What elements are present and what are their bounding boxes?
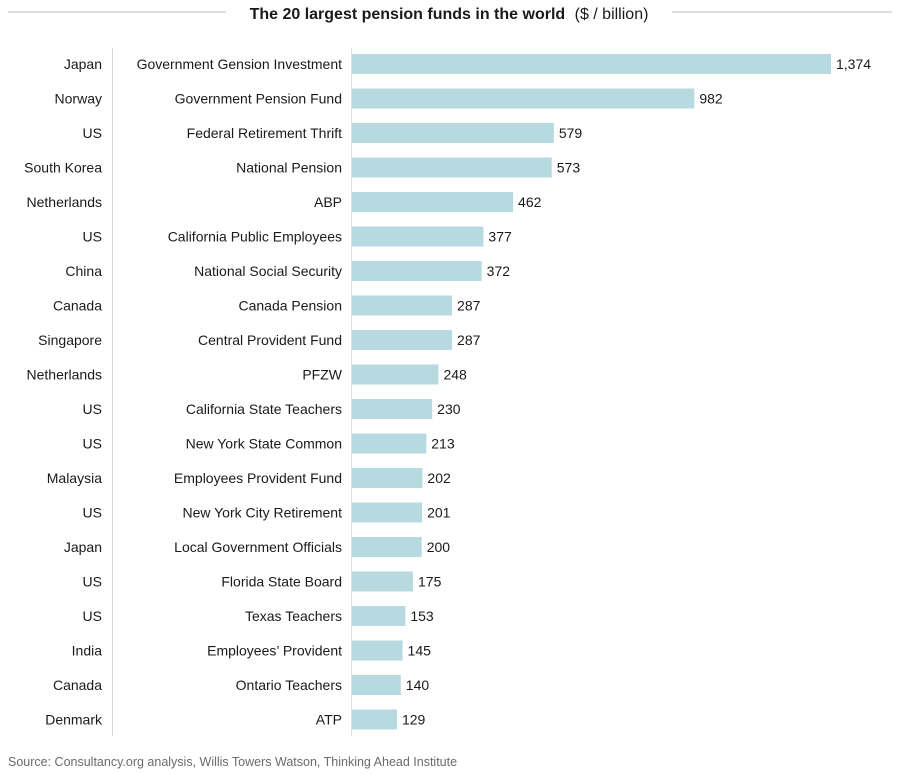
value-label: 140 [406, 677, 430, 693]
bar [352, 675, 401, 695]
country-label: Canada [53, 298, 102, 314]
country-label: India [72, 643, 103, 659]
fund-label: New York State Common [186, 436, 342, 452]
fund-label: Employees’ Provident [207, 643, 342, 659]
country-label: US [83, 229, 102, 245]
country-label: Malaysia [47, 470, 102, 486]
source-note: Source: Consultancy.org analysis, Willis… [8, 755, 457, 769]
fund-label: Federal Retirement Thrift [187, 125, 342, 141]
fund-label: Local Government Officials [174, 539, 342, 555]
bar [352, 330, 453, 350]
value-label: 175 [418, 574, 442, 590]
fund-label: New York City Retirement [182, 505, 342, 521]
value-label: 579 [559, 125, 583, 141]
value-label: 248 [443, 367, 467, 383]
value-label: 982 [699, 91, 723, 107]
value-label: 213 [431, 436, 455, 452]
fund-label: Texas Teachers [245, 608, 342, 624]
fund-label: National Pension [236, 160, 342, 176]
chart-title-unit: ($ / billion) [575, 6, 649, 23]
value-label: 372 [487, 263, 511, 279]
bar [352, 433, 427, 454]
bar [352, 364, 439, 385]
country-label: South Korea [24, 160, 102, 176]
bar [352, 502, 423, 523]
bar [352, 157, 552, 178]
country-label: Netherlands [27, 367, 103, 383]
bar [352, 399, 433, 419]
value-label: 129 [402, 712, 426, 728]
fund-label: Employees Provident Fund [174, 470, 342, 486]
bar [352, 537, 422, 557]
value-label: 573 [557, 160, 581, 176]
country-label: China [65, 263, 102, 279]
country-label: Japan [64, 539, 102, 555]
value-label: 145 [408, 643, 432, 659]
fund-label: Government Gension Investment [137, 56, 343, 72]
value-label: 202 [427, 470, 451, 486]
country-label: Norway [55, 91, 102, 107]
fund-label: ATP [316, 712, 342, 728]
country-label: Denmark [45, 712, 103, 728]
bar [352, 226, 484, 247]
bar [352, 295, 453, 316]
fund-label: California State Teachers [186, 401, 342, 417]
bar [352, 88, 695, 109]
country-label: US [83, 401, 102, 417]
value-label: 287 [457, 332, 481, 348]
country-label: US [83, 608, 102, 624]
country-label: Japan [64, 56, 102, 72]
bar [352, 468, 423, 488]
value-label: 287 [457, 298, 481, 314]
bar [352, 123, 554, 143]
bar [352, 571, 414, 592]
bar-rows: Japan Government Gension Investment 1,374 N… [24, 54, 871, 730]
fund-label: PFZW [302, 367, 342, 383]
chart-title: The 20 largest pension funds in the worl… [250, 6, 649, 23]
country-label: Canada [53, 677, 102, 693]
value-label: 377 [488, 229, 512, 245]
bar [352, 640, 403, 661]
bar [352, 606, 406, 626]
value-label: 230 [437, 401, 461, 417]
value-label: 200 [427, 539, 451, 555]
value-label: 1,374 [836, 56, 871, 72]
country-label: US [83, 574, 102, 590]
bar [352, 54, 831, 74]
value-label: 153 [410, 608, 434, 624]
bar [352, 192, 514, 212]
bar [352, 709, 397, 730]
chart-title-main: The 20 largest pension funds in the worl… [250, 6, 566, 23]
value-label: 201 [427, 505, 451, 521]
country-label: Singapore [38, 332, 102, 348]
country-label: US [83, 436, 102, 452]
country-label: Netherlands [27, 194, 103, 210]
fund-label: California Public Employees [168, 229, 342, 245]
fund-label: Florida State Board [221, 574, 342, 590]
country-label: US [83, 505, 102, 521]
fund-label: ABP [314, 194, 342, 210]
fund-label: Central Provident Fund [198, 332, 342, 348]
value-label: 462 [518, 194, 542, 210]
fund-label: Government Pension Fund [175, 91, 342, 107]
fund-label: National Social Security [194, 263, 342, 279]
fund-label: Ontario Teachers [236, 677, 342, 693]
bar [352, 261, 482, 281]
fund-label: Canada Pension [238, 298, 342, 314]
country-label: US [83, 125, 102, 141]
